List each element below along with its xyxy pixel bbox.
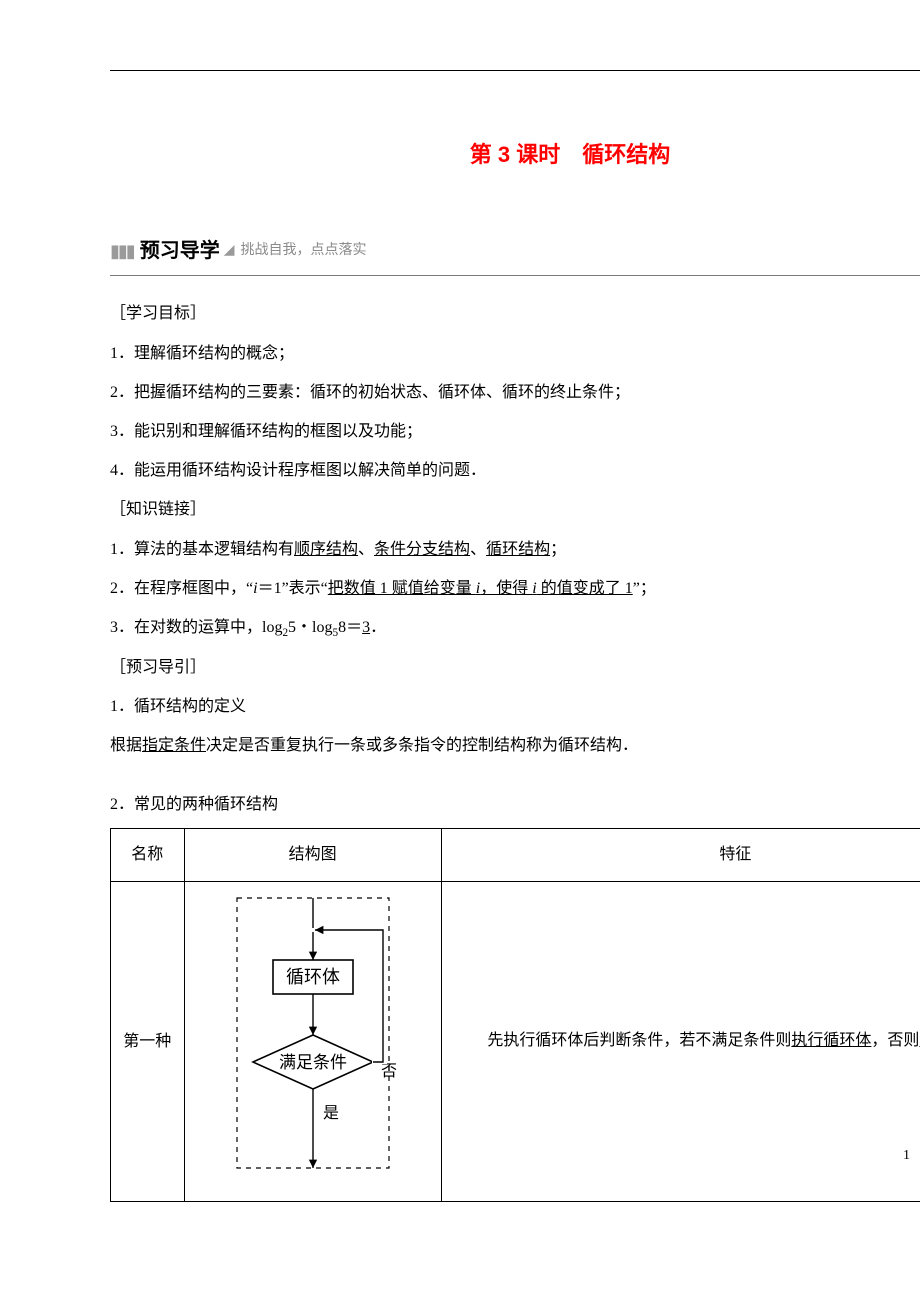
- hatch-icon: ▮▮▮: [110, 232, 134, 272]
- table-row: 第一种: [111, 881, 920, 1201]
- guide-heading: ［预习导引］: [110, 650, 920, 685]
- goal-2: 2．把握循环结构的三要素：循环的初始状态、循环体、循环的终止条件；: [110, 375, 920, 410]
- l2-post: ”；: [633, 580, 656, 597]
- def-u: 指定条件: [142, 737, 206, 754]
- feat-mid: ，否则: [871, 1032, 919, 1049]
- top-rule: [110, 70, 920, 71]
- cell-diagram: 循环体 满足条件 否: [184, 881, 441, 1201]
- l1-sep1: 、: [358, 541, 374, 558]
- guide-h1: 1．循环结构的定义: [110, 689, 920, 724]
- def-pre: 根据: [110, 737, 142, 754]
- section-subtitle: 挑战自我，点点落实: [241, 236, 367, 267]
- def-post: 决定是否重复执行一条或多条指令的控制结构称为循环结构．: [206, 737, 638, 754]
- goal-1: 1．理解循环结构的概念；: [110, 336, 920, 371]
- l3-pre: 3．在对数的运算中，log: [110, 619, 282, 636]
- diag-loop-body: 循环体: [286, 967, 340, 987]
- l1-u1: 顺序结构: [294, 541, 358, 558]
- triangle-icon: ◢: [224, 236, 235, 267]
- l1-u2: 条件分支结构: [374, 541, 470, 558]
- th-diagram: 结构图: [184, 829, 441, 881]
- l1-u3: 循环结构: [486, 541, 550, 558]
- l3-m1: 5・log: [288, 619, 332, 636]
- l1-post: ；: [550, 541, 566, 558]
- l2-pre: 2．在程序框图中，“: [110, 580, 253, 597]
- l1-sep2: 、: [470, 541, 486, 558]
- link-3: 3．在对数的运算中，log25・log58＝3．: [110, 610, 920, 646]
- feat-pre: 先执行循环体后判断条件，若不满足条件则: [487, 1032, 791, 1049]
- link-2: 2．在程序框图中，“i＝1”表示“把数值 1 赋值给变量 i，使得 i 的值变成…: [110, 571, 920, 606]
- l2-u1a: 把数值 1 赋值给变量: [328, 580, 476, 597]
- l2-u1: 把数值 1 赋值给变量 i，使得 i 的值变成了 1: [328, 580, 633, 597]
- l3-post: ．: [370, 619, 386, 636]
- goal-3: 3．能识别和理解循环结构的框图以及功能；: [110, 414, 920, 449]
- guide-h2: 2．常见的两种循环结构: [110, 787, 920, 822]
- l2-eq: ＝1”表示“: [258, 580, 328, 597]
- th-name: 名称: [111, 829, 185, 881]
- l3-m2: 8＝: [338, 619, 362, 636]
- page-title: 第 3 课时 循环结构: [110, 131, 920, 179]
- goals-heading: ［学习目标］: [110, 296, 920, 331]
- diag-yes: 是: [323, 1105, 339, 1122]
- goal-4: 4．能运用循环结构设计程序框图以解决简单的问题．: [110, 453, 920, 488]
- diag-no: 否: [381, 1063, 397, 1080]
- cell-name: 第一种: [111, 881, 185, 1201]
- feat-u1: 执行循环体: [791, 1032, 871, 1049]
- link-1: 1．算法的基本逻辑结构有顺序结构、条件分支结构、循环结构；: [110, 532, 920, 567]
- guide-def: 根据指定条件决定是否重复执行一条或多条指令的控制结构称为循环结构．: [110, 728, 920, 763]
- l3-ans: 3: [362, 619, 370, 636]
- section-header: ▮▮▮ 预习导学 ◢ 挑战自我，点点落实: [110, 229, 920, 276]
- flowchart-svg: 循环体 满足条件 否: [223, 890, 403, 1180]
- l1-pre: 1．算法的基本逻辑结构有: [110, 541, 294, 558]
- page-number: 1: [903, 1141, 910, 1172]
- structure-table: 名称 结构图 特征 第一种: [110, 828, 920, 1201]
- l2-u1b: ，使得: [480, 580, 532, 597]
- l2-u1c: 的值变成了 1: [537, 580, 633, 597]
- th-feature: 特征: [441, 829, 920, 881]
- diag-cond: 满足条件: [279, 1053, 347, 1072]
- content-body: ［学习目标］ 1．理解循环结构的概念； 2．把握循环结构的三要素：循环的初始状态…: [110, 296, 920, 1201]
- section-label: 预习导学: [140, 229, 220, 273]
- cell-feature: 先执行循环体后判断条件，若不满足条件则执行循环体，否则终止循环: [441, 881, 920, 1201]
- table-header-row: 名称 结构图 特征: [111, 829, 920, 881]
- links-heading: ［知识链接］: [110, 492, 920, 527]
